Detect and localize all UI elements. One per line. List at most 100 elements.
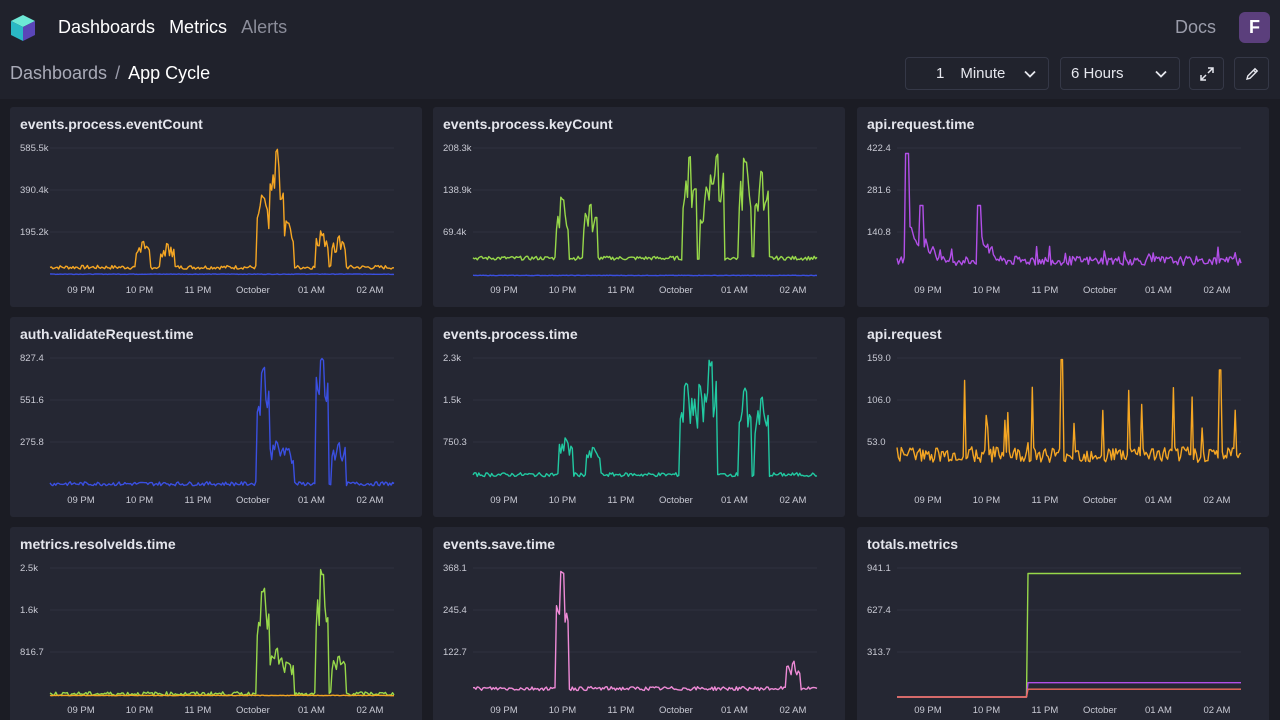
x-tick-label: 02 AM xyxy=(356,285,383,296)
y-tick-label: 122.7 xyxy=(443,647,467,658)
interval-value: 1 xyxy=(936,65,945,82)
interval-select[interactable]: 1 Minute xyxy=(905,57,1049,90)
y-tick-label: 941.1 xyxy=(867,563,891,574)
series-line xyxy=(472,274,818,277)
y-tick-label: 69.4k xyxy=(443,227,466,238)
x-tick-label: 11 PM xyxy=(608,285,635,296)
x-tick-label: 10 PM xyxy=(973,285,1001,296)
x-tick-label: 10 PM xyxy=(126,705,154,716)
x-tick-label: 10 PM xyxy=(973,705,1001,716)
pencil-icon xyxy=(1246,67,1259,80)
series-line xyxy=(897,688,1241,698)
chart-title: events.save.time xyxy=(443,536,556,552)
fullscreen-button[interactable] xyxy=(1189,57,1224,90)
x-tick-label: 10 PM xyxy=(126,495,154,506)
x-tick-label: 10 PM xyxy=(549,705,577,716)
series-line xyxy=(49,148,394,270)
chart-panel[interactable]: totals.metrics 941.1 627.4 313.7 09 PM 10 PM 1… xyxy=(857,527,1269,720)
x-tick-label: October xyxy=(1083,285,1117,296)
chevron-down-icon xyxy=(1024,70,1036,78)
y-tick-label: 159.0 xyxy=(867,353,891,364)
y-tick-label: 195.2k xyxy=(20,227,49,238)
y-tick-label: 275.8 xyxy=(20,437,44,448)
series-line xyxy=(472,359,818,478)
y-tick-label: 827.4 xyxy=(20,353,44,364)
docs-link[interactable]: Docs xyxy=(1174,17,1216,37)
y-tick-label: 1.6k xyxy=(20,605,38,616)
edit-button[interactable] xyxy=(1234,57,1269,90)
x-tick-label: 11 PM xyxy=(1032,285,1059,296)
breadcrumb-separator: / xyxy=(115,63,121,83)
series-line xyxy=(49,357,395,487)
series-line xyxy=(472,153,818,261)
x-tick-label: 09 PM xyxy=(914,705,942,716)
y-tick-label: 2.5k xyxy=(20,563,38,574)
line-chart: 422.4 281.6 140.8 09 PM 10 PM 11 PM October 01 … xyxy=(867,143,1242,296)
x-tick-label: 02 AM xyxy=(1203,285,1230,296)
breadcrumb-parent-link[interactable]: Dashboards xyxy=(10,63,108,83)
x-tick-label: 10 PM xyxy=(549,495,577,506)
chart-panel[interactable]: auth.validateRequest.time 827.4 551.6 275.8… xyxy=(10,317,422,517)
x-tick-label: 11 PM xyxy=(185,495,212,506)
x-tick-label: 10 PM xyxy=(973,495,1001,506)
dashboard-header: Dashboards / App Cycle 1 Minute 6 Hours xyxy=(0,55,1280,99)
chart-panel[interactable]: api.request 159.0 106.0 53.0 09 PM 10 PM 11 PM… xyxy=(857,317,1269,517)
y-tick-label: 138.9k xyxy=(443,185,472,196)
y-tick-label: 816.7 xyxy=(20,647,44,658)
nav-dashboards-link[interactable]: Dashboards xyxy=(58,17,156,37)
time-range-value: 6 Hours xyxy=(1071,65,1124,82)
x-tick-label: 09 PM xyxy=(914,285,942,296)
x-tick-label: 09 PM xyxy=(67,495,95,506)
x-tick-label: 01 AM xyxy=(721,285,748,296)
y-tick-label: 551.6 xyxy=(20,395,44,406)
x-tick-label: October xyxy=(236,495,270,506)
chart-panel[interactable]: events.save.time 368.1 245.4 122.7 09 PM 10 P… xyxy=(433,527,845,720)
x-tick-label: October xyxy=(659,285,693,296)
y-tick-label: 1.5k xyxy=(443,395,461,406)
line-chart: 585.5k 390.4k 195.2k 09 PM 10 PM 11 PM October… xyxy=(20,143,395,296)
chart-panel[interactable]: events.process.time 2.3k 1.5k 750.3 09 PM 10 … xyxy=(433,317,845,517)
chart-panel[interactable]: api.request.time 422.4 281.6 140.8 09 PM 10 P… xyxy=(857,107,1269,307)
x-tick-label: October xyxy=(659,705,693,716)
interval-unit: Minute xyxy=(960,65,1006,82)
line-chart: 941.1 627.4 313.7 09 PM 10 PM 11 PM October 01 … xyxy=(867,563,1241,716)
chart-panel[interactable]: events.process.eventCount 585.5k 390.4k 195… xyxy=(10,107,422,307)
user-avatar[interactable]: F xyxy=(1239,12,1270,43)
line-chart: 2.5k 1.6k 816.7 09 PM 10 PM 11 PM October 01 AM… xyxy=(20,563,395,716)
app-logo-icon[interactable] xyxy=(9,14,37,42)
chart-title: auth.validateRequest.time xyxy=(20,326,194,342)
chart-title: events.process.time xyxy=(443,326,578,342)
x-tick-label: 02 AM xyxy=(779,495,806,506)
nav-metrics-link[interactable]: Metrics xyxy=(169,17,228,37)
x-tick-label: 09 PM xyxy=(67,285,95,296)
y-tick-label: 281.6 xyxy=(867,185,891,196)
x-tick-label: 09 PM xyxy=(490,705,518,716)
chart-panel[interactable]: events.process.keyCount 208.3k 138.9k 69.4k… xyxy=(433,107,845,307)
x-tick-label: 09 PM xyxy=(914,495,942,506)
series-line xyxy=(897,572,1241,698)
x-tick-label: 01 AM xyxy=(1145,495,1172,506)
x-tick-label: 01 AM xyxy=(298,285,325,296)
x-tick-label: 11 PM xyxy=(608,495,635,506)
chevron-down-icon xyxy=(1155,70,1167,78)
breadcrumb: Dashboards / App Cycle xyxy=(10,63,210,84)
x-tick-label: 01 AM xyxy=(721,705,748,716)
nav-alerts-link[interactable]: Alerts xyxy=(241,17,288,37)
y-tick-label: 750.3 xyxy=(443,437,467,448)
x-tick-label: 10 PM xyxy=(126,285,154,296)
x-tick-label: 11 PM xyxy=(185,705,212,716)
x-tick-label: 02 AM xyxy=(779,285,806,296)
x-tick-label: October xyxy=(659,495,693,506)
time-range-select[interactable]: 6 Hours xyxy=(1060,57,1180,90)
line-chart: 2.3k 1.5k 750.3 09 PM 10 PM 11 PM October 01 AM… xyxy=(443,353,818,506)
x-tick-label: 02 AM xyxy=(356,495,383,506)
line-chart: 159.0 106.0 53.0 09 PM 10 PM 11 PM October 01 A… xyxy=(867,353,1242,506)
page-title: App Cycle xyxy=(128,63,211,83)
x-tick-label: 02 AM xyxy=(1203,705,1230,716)
y-tick-label: 422.4 xyxy=(867,143,891,154)
main-nav: Dashboards Metrics Alerts xyxy=(58,17,287,38)
y-tick-label: 106.0 xyxy=(867,395,891,406)
series-line xyxy=(896,152,1242,266)
line-chart: 208.3k 138.9k 69.4k 09 PM 10 PM 11 PM October 0… xyxy=(443,143,818,296)
chart-panel[interactable]: metrics.resolveIds.time 2.5k 1.6k 816.7 09 P… xyxy=(10,527,422,720)
